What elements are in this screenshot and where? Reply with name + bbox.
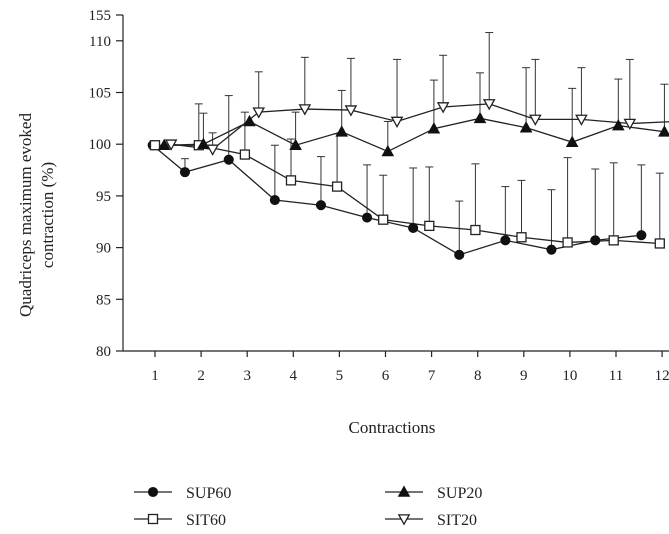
legend-marker-sup20: [397, 485, 411, 497]
legend-label-sit20: SIT20: [437, 512, 477, 529]
sit20-data-point: [482, 99, 496, 111]
y-tick-label: 110: [89, 34, 111, 50]
x-tick-label: 6: [382, 368, 390, 384]
sup60-data-point: [362, 212, 373, 223]
sit60-data-point: [424, 220, 435, 232]
sit60-data-point: [516, 232, 527, 243]
sup20-data-point: [473, 111, 487, 124]
x-tick-label: 5: [336, 368, 344, 384]
legend-item-sit60: SIT60: [134, 512, 226, 529]
sup20-data-point: [381, 144, 395, 157]
sit60-data-point: [378, 214, 389, 225]
x-tick-label: 3: [243, 368, 251, 384]
sit20-data-point: [344, 105, 358, 117]
y-tick-label: 85: [96, 292, 111, 308]
sup60-data-point: [636, 230, 647, 241]
x-axis: 1 2 3 4 5 6 7 8 9 10 11 12: [123, 350, 669, 384]
x-ticks: 1 2 3 4 5 6 7 8 9 10 11 12: [151, 351, 669, 384]
x-axis-title: Contractions: [349, 418, 436, 437]
y-tick-label: 105: [89, 86, 112, 102]
sup60-data-point: [179, 167, 191, 178]
y-axis-title-line-2: contraction (%): [38, 162, 57, 268]
x-tick-label: 2: [197, 368, 205, 384]
sit60-data-point: [285, 175, 297, 186]
sit20-data-point: [623, 118, 637, 131]
legend-item-sup20: SUP20: [385, 485, 482, 502]
y-axis-title-line-1: Quadriceps maximum evoked: [16, 113, 35, 317]
legend-marker-sit20: [397, 514, 411, 526]
legend-item-sit20: SIT20: [385, 512, 477, 529]
x-tick-label: 4: [290, 368, 298, 384]
series-lines: [152, 103, 669, 256]
legend-label-sup60: SUP60: [186, 485, 231, 502]
sit60-series-line: [155, 144, 660, 245]
sit20-data-point: [164, 139, 178, 151]
y-axis: 80 85 90 95 100 105 110 155: [89, 8, 124, 360]
sup60-data-point: [223, 154, 234, 165]
y-tick-label: 95: [96, 189, 111, 205]
sup20-data-point: [197, 137, 210, 150]
plot-area: [147, 32, 669, 260]
legend-label-sup20: SUP20: [437, 485, 482, 502]
x-tick-label: 11: [609, 368, 623, 384]
sit20-data-point: [436, 102, 450, 114]
sup20-data-point: [612, 119, 625, 131]
sit60-data-point: [562, 237, 573, 248]
y-ticks: 80 85 90 95 100 105 110 155: [89, 8, 123, 360]
x-tick-label: 10: [562, 368, 577, 384]
sit20-data-point: [206, 144, 219, 156]
legend: SUP60 SUP20 SIT60 SIT20: [134, 485, 482, 529]
x-tick-label: 9: [520, 368, 528, 384]
sup60-series-line: [152, 144, 642, 256]
sit20-data-point: [529, 114, 542, 126]
y-tick-label: 80: [96, 344, 111, 360]
sup20-data-point: [519, 121, 533, 133]
series-markers: [147, 99, 669, 260]
sit60-data-point: [608, 235, 619, 246]
sup60-data-point: [315, 200, 327, 211]
sup60-data-point: [500, 235, 511, 246]
legend-marker-sup60: [147, 486, 159, 498]
sit60-data-point: [149, 140, 161, 151]
sit20-data-point: [390, 116, 404, 128]
sit60-data-point: [654, 238, 665, 249]
sit60-data-point: [470, 224, 481, 236]
x-tick-label: 7: [428, 368, 436, 384]
sup20-data-point: [658, 125, 669, 137]
sit20-data-point: [575, 114, 588, 126]
sup20-data-point: [565, 135, 579, 147]
legend-marker-sit60: [147, 513, 159, 525]
sup60-data-point: [454, 249, 465, 260]
sup20-data-point: [335, 125, 349, 137]
sit60-data-point: [239, 149, 251, 160]
sup20-data-point: [157, 138, 171, 151]
sup60-data-point: [590, 235, 601, 246]
y-tick-label: 100: [89, 137, 112, 153]
x-tick-label: 8: [474, 368, 482, 384]
legend-item-sup60: SUP60: [134, 485, 231, 502]
sup60-data-point: [269, 194, 280, 206]
sit60-data-point: [331, 181, 343, 192]
y-axis-title: Quadriceps maximum evoked contraction (%…: [16, 113, 57, 317]
y-tick-label: 90: [96, 241, 111, 257]
sup20-series-line: [164, 117, 665, 153]
sup60-data-point: [408, 222, 419, 234]
x-tick-label: 1: [151, 368, 159, 384]
x-tick-label: 12: [655, 368, 669, 384]
sit20-data-point: [298, 104, 312, 116]
sup20-data-point: [427, 122, 441, 134]
sup20-data-point: [289, 138, 302, 151]
legend-label-sit60: SIT60: [186, 512, 226, 529]
sup60-data-point: [546, 244, 557, 255]
sit20-series-line: [171, 103, 669, 151]
sit20-data-point: [252, 107, 266, 119]
sup20-data-point: [243, 114, 256, 127]
y-tick-label: 155: [89, 8, 112, 24]
